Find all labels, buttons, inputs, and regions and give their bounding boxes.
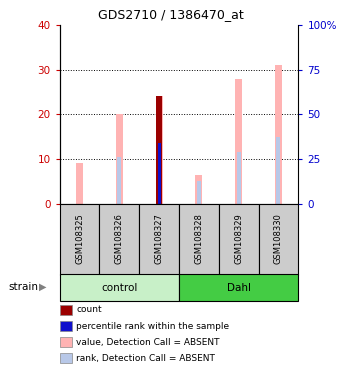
- Text: percentile rank within the sample: percentile rank within the sample: [76, 321, 229, 331]
- Bar: [258, 204, 298, 275]
- Bar: [158, 143, 161, 204]
- Text: ▶: ▶: [39, 282, 47, 292]
- Bar: [76, 163, 83, 204]
- Bar: [179, 204, 219, 275]
- Bar: [60, 204, 100, 275]
- Text: GDS2710 / 1386470_at: GDS2710 / 1386470_at: [98, 8, 243, 21]
- Text: GSM108329: GSM108329: [234, 214, 243, 265]
- Text: Dahl: Dahl: [227, 283, 251, 293]
- Text: GSM108328: GSM108328: [194, 214, 204, 265]
- Bar: [197, 181, 201, 204]
- Bar: [139, 204, 179, 275]
- Text: rank, Detection Call = ABSENT: rank, Detection Call = ABSENT: [76, 354, 215, 363]
- Text: control: control: [101, 283, 137, 293]
- Bar: [179, 274, 298, 301]
- Bar: [195, 174, 203, 204]
- Text: GSM108326: GSM108326: [115, 214, 124, 265]
- Text: GSM108327: GSM108327: [154, 214, 164, 265]
- Text: value, Detection Call = ABSENT: value, Detection Call = ABSENT: [76, 338, 220, 347]
- Bar: [116, 114, 123, 204]
- Bar: [156, 96, 162, 204]
- Text: GSM108330: GSM108330: [274, 214, 283, 265]
- Text: strain: strain: [9, 282, 39, 292]
- Bar: [60, 274, 179, 301]
- Bar: [219, 204, 258, 275]
- Bar: [275, 65, 282, 204]
- Bar: [277, 137, 280, 204]
- Bar: [155, 96, 163, 204]
- Text: count: count: [76, 305, 102, 314]
- Bar: [237, 152, 241, 204]
- Bar: [100, 204, 139, 275]
- Bar: [157, 143, 161, 204]
- Text: GSM108325: GSM108325: [75, 214, 84, 265]
- Bar: [235, 78, 242, 204]
- Bar: [117, 157, 121, 204]
